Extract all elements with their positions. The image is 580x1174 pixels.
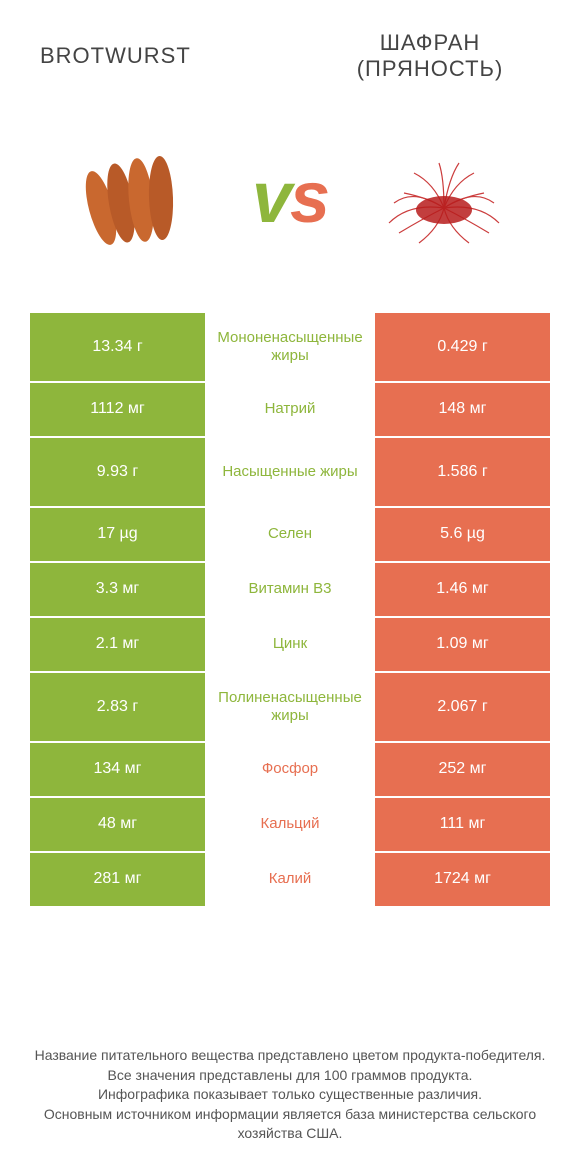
left-value-cell: 134 мг [30, 743, 205, 796]
right-value-cell: 1.586 г [375, 438, 550, 506]
table-row: 281 мгКалий1724 мг [30, 853, 550, 908]
vs-v: v [252, 158, 290, 238]
right-value-cell: 111 мг [375, 798, 550, 851]
left-value-cell: 9.93 г [30, 438, 205, 506]
right-product-title: ШАФРАН (ПРЯНОСТЬ) [320, 30, 540, 83]
left-value-cell: 17 µg [30, 508, 205, 561]
header-row: BROTWURST ШАФРАН (ПРЯНОСТЬ) [0, 0, 580, 93]
left-value-cell: 13.34 г [30, 313, 205, 381]
comparison-table: 13.34 гМононенасыщенные жиры0.429 г1112 … [30, 313, 550, 908]
vs-label: vs [252, 157, 328, 239]
right-value-cell: 252 мг [375, 743, 550, 796]
left-value-cell: 281 мг [30, 853, 205, 906]
right-value-cell: 1.46 мг [375, 563, 550, 616]
nutrient-name-cell: Мононенасыщенные жиры [205, 313, 375, 381]
right-title-line1: ШАФРАН [320, 30, 540, 56]
right-value-cell: 2.067 г [375, 673, 550, 741]
left-value-cell: 3.3 мг [30, 563, 205, 616]
left-product-title: BROTWURST [40, 43, 240, 69]
right-value-cell: 5.6 µg [375, 508, 550, 561]
nutrient-name-cell: Фосфор [205, 743, 375, 796]
nutrient-name-cell: Селен [205, 508, 375, 561]
table-row: 3.3 мгВитамин B31.46 мг [30, 563, 550, 618]
footnote-line3: Инфографика показывает только существенн… [30, 1085, 550, 1105]
right-title-line2: (ПРЯНОСТЬ) [320, 56, 540, 82]
right-product-image [369, 138, 519, 258]
nutrient-name-cell: Калий [205, 853, 375, 906]
footnote-line2: Все значения представлены для 100 граммо… [30, 1066, 550, 1086]
nutrient-name-cell: Витамин B3 [205, 563, 375, 616]
nutrient-name-cell: Полиненасыщенные жиры [205, 673, 375, 741]
table-row: 2.83 гПолиненасыщенные жиры2.067 г [30, 673, 550, 743]
right-value-cell: 1.09 мг [375, 618, 550, 671]
vs-s: s [290, 158, 328, 238]
right-value-cell: 1724 мг [375, 853, 550, 906]
left-value-cell: 2.83 г [30, 673, 205, 741]
left-value-cell: 48 мг [30, 798, 205, 851]
left-value-cell: 1112 мг [30, 383, 205, 436]
footnote-line4: Основным источником информации является … [30, 1105, 550, 1144]
table-row: 9.93 гНасыщенные жиры1.586 г [30, 438, 550, 508]
right-value-cell: 148 мг [375, 383, 550, 436]
table-row: 13.34 гМононенасыщенные жиры0.429 г [30, 313, 550, 383]
left-value-cell: 2.1 мг [30, 618, 205, 671]
images-row: vs [0, 93, 580, 313]
footnote-line1: Название питательного вещества представл… [30, 1046, 550, 1066]
table-row: 134 мгФосфор252 мг [30, 743, 550, 798]
footnote: Название питательного вещества представл… [30, 1046, 550, 1144]
table-row: 48 мгКальций111 мг [30, 798, 550, 853]
right-value-cell: 0.429 г [375, 313, 550, 381]
nutrient-name-cell: Насыщенные жиры [205, 438, 375, 506]
nutrient-name-cell: Натрий [205, 383, 375, 436]
table-row: 2.1 мгЦинк1.09 мг [30, 618, 550, 673]
nutrient-name-cell: Кальций [205, 798, 375, 851]
table-row: 17 µgСелен5.6 µg [30, 508, 550, 563]
nutrient-name-cell: Цинк [205, 618, 375, 671]
left-product-image [61, 138, 211, 258]
table-row: 1112 мгНатрий148 мг [30, 383, 550, 438]
